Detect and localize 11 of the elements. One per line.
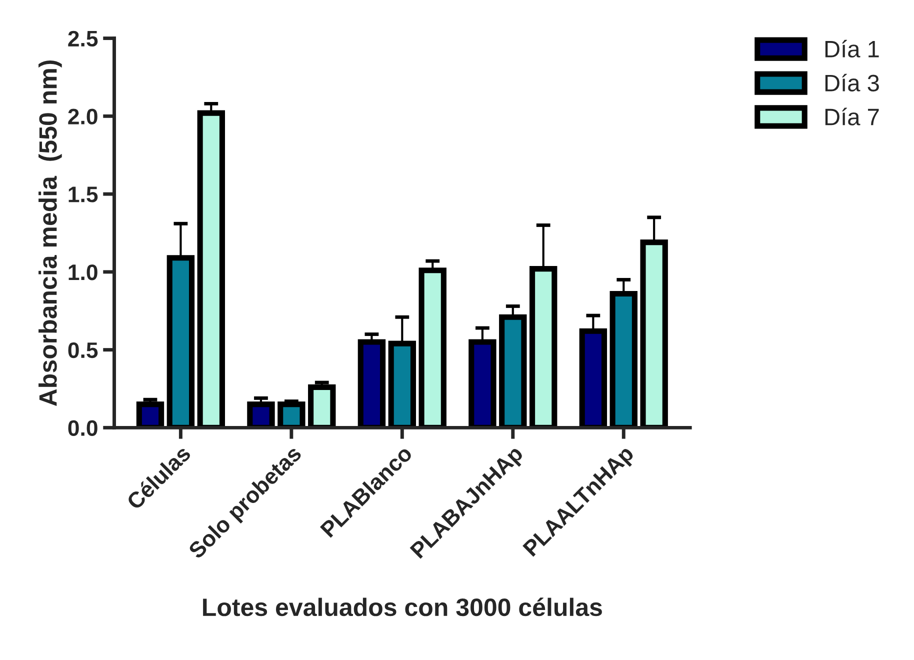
y-tick-label: 1.5 [68,186,98,202]
y-tick-label: 0.0 [68,420,98,436]
y-tick-label: 0.5 [68,342,98,358]
legend-label: Día 3 [825,74,879,92]
x-axis-title: Lotes evaluados con 3000 células [203,598,602,616]
y-tick-label: 2.5 [68,30,98,47]
legend-label: Día 1 [825,40,879,58]
y-tick-label: 2.0 [68,108,98,124]
y-axis-title: Absorbancia media (550 nm) [38,60,62,406]
y-tick-label: 1.0 [68,264,98,280]
legend-label: Día 7 [825,108,879,126]
